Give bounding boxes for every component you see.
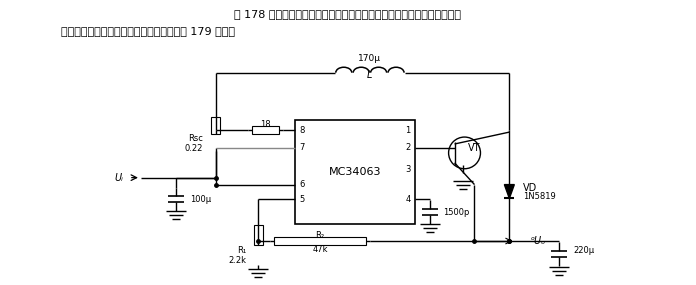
Text: ᵒUₒ: ᵒUₒ (531, 236, 546, 246)
Text: 1500p: 1500p (443, 208, 469, 217)
Text: R₁: R₁ (237, 247, 246, 255)
Text: 1: 1 (405, 126, 411, 135)
Text: MC34063: MC34063 (329, 167, 381, 177)
Text: 47k: 47k (313, 245, 328, 255)
Text: R₂: R₂ (315, 231, 324, 240)
Text: 170μ: 170μ (358, 54, 381, 63)
Text: Rsc: Rsc (188, 134, 203, 143)
Text: 6: 6 (299, 180, 305, 189)
Bar (211, 117, 220, 134)
Text: 2.2k: 2.2k (228, 256, 246, 265)
Text: 8: 8 (299, 126, 305, 135)
Text: 18: 18 (260, 120, 271, 129)
Text: 7: 7 (299, 143, 305, 152)
Text: 图 178 所示电路的输出电压虽高，但输出电流却很小。当需要输出大电流: 图 178 所示电路的输出电压虽高，但输出电流却很小。当需要输出大电流 (235, 9, 461, 19)
Text: 1N5819: 1N5819 (523, 192, 556, 201)
Bar (253, 126, 279, 134)
Text: 5: 5 (299, 195, 305, 204)
Bar (254, 225, 263, 245)
Bar (295, 120, 415, 224)
Text: L: L (367, 70, 372, 80)
Text: 100μ: 100μ (189, 195, 211, 204)
Polygon shape (505, 185, 514, 198)
Text: 4: 4 (405, 195, 411, 204)
Text: 0.22: 0.22 (184, 144, 203, 153)
Text: VT: VT (468, 143, 481, 153)
Text: 220μ: 220μ (573, 247, 594, 255)
Text: VD: VD (523, 183, 537, 193)
Text: 时，则可通过外接晶体管来实现，电路如图 179 所示。: 时，则可通过外接晶体管来实现，电路如图 179 所示。 (61, 26, 235, 36)
Text: 3: 3 (405, 165, 411, 174)
Text: Uᵢ: Uᵢ (114, 173, 123, 183)
Bar (274, 237, 366, 245)
Text: 2: 2 (405, 143, 411, 152)
